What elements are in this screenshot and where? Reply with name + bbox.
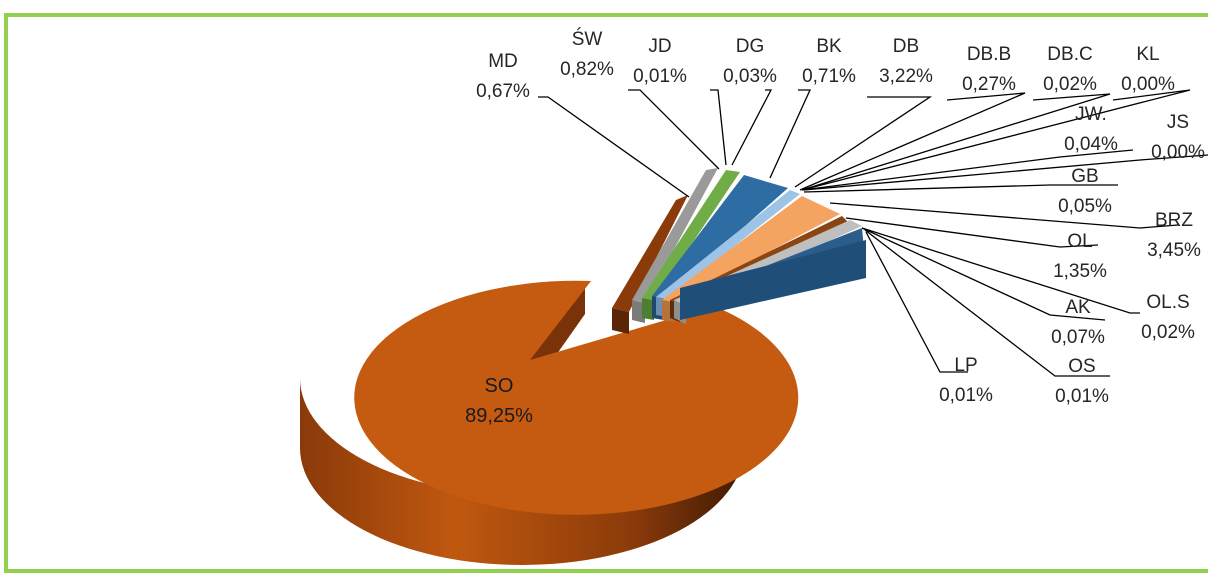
label-jw: JW. <box>1075 104 1107 125</box>
value-db: 3,22% <box>879 66 933 87</box>
value-db-b: 0,27% <box>962 74 1016 95</box>
value-ol-s: 0,02% <box>1141 322 1195 343</box>
leader-line-ol <box>845 217 1099 248</box>
value-sw: 0,82% <box>560 59 614 80</box>
leader-line-jd <box>710 89 727 166</box>
value-jd: 0,01% <box>633 66 687 87</box>
leader-line-js <box>803 154 1208 191</box>
label-js: JS <box>1167 112 1189 133</box>
slice-so <box>354 280 799 515</box>
leader-line-dg <box>731 89 773 166</box>
leader-line-kl <box>801 89 1191 191</box>
slice-brz-front <box>680 240 866 320</box>
leader-line-bk <box>769 89 812 179</box>
value-bk: 0,71% <box>802 66 856 87</box>
slice-db <box>662 196 840 302</box>
value-js: 0,00% <box>1151 142 1205 163</box>
slice-md-side <box>612 308 629 334</box>
label-os: OS <box>1068 356 1095 377</box>
leader-line-lp <box>865 231 968 373</box>
label-ak: AK <box>1065 297 1091 318</box>
leader-line-md <box>538 96 690 198</box>
leader-line-db-c <box>801 93 1111 191</box>
label-bk: BK <box>816 36 842 57</box>
leader-line-db-b <box>799 92 1026 191</box>
value-md: 0,67% <box>476 81 530 102</box>
leader-line-ol-s <box>861 227 1140 314</box>
value-kl: 0,00% <box>1121 74 1175 95</box>
value-db-c: 0,02% <box>1043 74 1097 95</box>
label-ol-s: OL.S <box>1146 292 1189 313</box>
slice-sw <box>632 168 718 303</box>
label-dg: DG <box>736 36 765 57</box>
label-db: DB <box>893 36 919 57</box>
slice-dg-side <box>642 298 654 320</box>
slice-bk <box>652 175 788 298</box>
label-md: MD <box>488 51 518 72</box>
label-sw: ŚW <box>572 28 603 50</box>
slice-dbb <box>656 190 800 299</box>
label-brz: BRZ <box>1155 210 1193 231</box>
value-ak: 0,07% <box>1051 327 1105 348</box>
leader-line-gb <box>803 184 1118 193</box>
value-gb: 0,05% <box>1058 196 1112 217</box>
leader-line-sw <box>628 89 720 170</box>
value-ol: 1,35% <box>1053 261 1107 282</box>
slice-sw-side <box>632 300 645 323</box>
value-brz: 3,45% <box>1147 240 1201 261</box>
leader-line-brz <box>829 202 1179 229</box>
label-gb: GB <box>1071 166 1098 187</box>
value-os: 0,01% <box>1055 386 1109 407</box>
label-db-c: DB.C <box>1047 44 1092 65</box>
leader-line-db <box>794 96 933 188</box>
label-jd: JD <box>648 36 671 57</box>
value-so: 89,25% <box>465 405 533 427</box>
label-so: SO <box>485 375 514 397</box>
value-jw: 0,04% <box>1064 134 1118 155</box>
label-kl: KL <box>1136 44 1159 65</box>
label-lp: LP <box>954 355 977 376</box>
label-db-b: DB.B <box>967 44 1011 65</box>
leader-line-jw <box>801 149 1134 191</box>
slice-dg <box>642 170 740 300</box>
leader-line-ak <box>861 227 1106 321</box>
label-ol: OL <box>1067 231 1092 252</box>
value-dg: 0,03% <box>723 66 777 87</box>
value-lp: 0,01% <box>939 385 993 406</box>
leader-line-os <box>864 229 1110 377</box>
slice-md <box>612 195 688 312</box>
slice-so-side <box>300 378 744 565</box>
